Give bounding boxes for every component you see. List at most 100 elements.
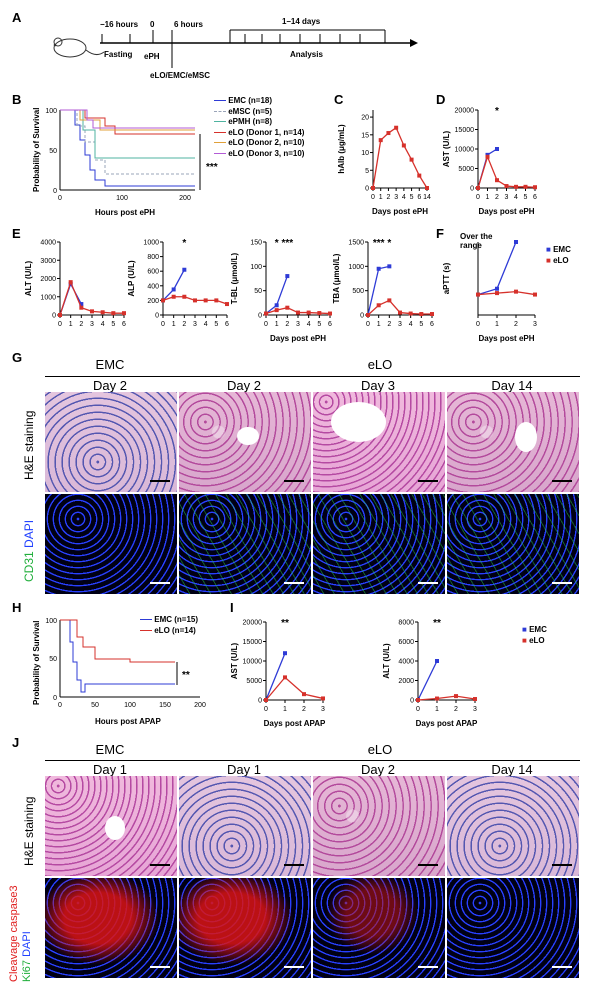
svg-text:100: 100 bbox=[45, 618, 57, 625]
x-tick-label: 2 bbox=[386, 194, 390, 201]
series-line bbox=[372, 126, 428, 189]
x-tick-label: 0 bbox=[58, 321, 62, 328]
data-point bbox=[495, 178, 499, 183]
y-tick-label: 3000 bbox=[40, 258, 56, 265]
data-point bbox=[533, 185, 537, 190]
panel-letter-h: H bbox=[12, 600, 22, 615]
timeline-eph: ePH bbox=[144, 52, 160, 61]
survival-h-xlabel: Hours post APAP bbox=[95, 717, 161, 726]
y-tick-label: 6000 bbox=[398, 639, 414, 646]
data-point bbox=[485, 154, 490, 159]
x-tick-label: 6 bbox=[533, 194, 537, 201]
data-point bbox=[473, 697, 477, 702]
j-day-1: Day 1 bbox=[93, 762, 127, 777]
y-axis-label: aPTT (s) bbox=[442, 262, 451, 294]
y-tick-label: 400 bbox=[147, 283, 159, 290]
x-tick-label: 0 bbox=[476, 194, 480, 201]
significance-mark: *** bbox=[373, 238, 385, 249]
data-point bbox=[193, 298, 197, 303]
x-tick-label: 2 bbox=[285, 321, 289, 328]
y-tick-label: 5000 bbox=[458, 166, 474, 173]
y-tick-label: 0 bbox=[410, 698, 414, 705]
legend-label: eLO (Donor 2, n=10) bbox=[228, 138, 305, 147]
legend-label: eLO (Donor 3, n=10) bbox=[228, 148, 305, 158]
significance-mark: *** bbox=[281, 238, 293, 249]
y-axis-label: AST (U/L) bbox=[442, 130, 451, 167]
g-he-emc-day2 bbox=[45, 392, 177, 492]
panel-letter-c: C bbox=[334, 92, 344, 107]
significance-mark: ** bbox=[433, 618, 441, 629]
data-point bbox=[225, 302, 229, 307]
significance-mark: * bbox=[387, 238, 391, 249]
panel-letter-b: B bbox=[12, 92, 22, 107]
y-tick-label: 5000 bbox=[246, 678, 262, 685]
svg-text:100: 100 bbox=[45, 108, 57, 115]
data-point bbox=[321, 696, 325, 701]
x-tick-label: 2 bbox=[79, 321, 83, 328]
y-tick-label: 10 bbox=[361, 150, 369, 157]
legend-item-emsc: eMSC (n=5) bbox=[214, 107, 304, 118]
svg-text:50: 50 bbox=[49, 148, 57, 155]
x-tick-label: 2 bbox=[454, 706, 458, 713]
x-tick-label: 2 bbox=[387, 321, 391, 328]
data-point bbox=[214, 298, 219, 303]
data-point bbox=[79, 302, 84, 307]
survival-b-sig: *** bbox=[206, 162, 218, 173]
series-line bbox=[417, 660, 438, 701]
g-if-elo-day14 bbox=[447, 494, 579, 594]
svg-text:100: 100 bbox=[116, 195, 128, 202]
x-tick-label: 3 bbox=[533, 321, 537, 328]
y-axis-label: AST (U/L) bbox=[230, 642, 239, 679]
data-point bbox=[419, 312, 424, 317]
legend-f: ■ EMC ■ eLO bbox=[546, 244, 571, 266]
x-tick-label: 4 bbox=[307, 321, 311, 328]
data-point bbox=[111, 311, 116, 316]
data-point bbox=[274, 308, 279, 313]
svg-text:200: 200 bbox=[179, 195, 191, 202]
g-if-emc-day2 bbox=[45, 494, 177, 594]
y-tick-label: 800 bbox=[147, 254, 159, 261]
legend-label: eLO bbox=[529, 636, 545, 645]
legend-i-emc: ■ EMC bbox=[522, 625, 547, 634]
j-if-elo-day14 bbox=[447, 878, 579, 978]
data-point bbox=[387, 264, 392, 269]
survival-chart-b: 100 50 0 0 100 200 bbox=[45, 108, 201, 202]
x-tick-label: 4 bbox=[402, 194, 406, 201]
timeline-t3: 6 hours bbox=[174, 20, 203, 29]
data-point bbox=[296, 310, 300, 315]
survival-b-xlabel: Hours post ePH bbox=[95, 208, 156, 217]
data-point bbox=[476, 186, 480, 190]
x-tick-label: 1 bbox=[435, 706, 439, 713]
series-line bbox=[417, 695, 476, 701]
svg-text:0: 0 bbox=[53, 695, 57, 702]
x-axis-label: Days post ePH bbox=[478, 207, 534, 216]
data-point bbox=[425, 186, 429, 190]
series-line bbox=[477, 154, 536, 189]
data-point bbox=[476, 292, 480, 297]
g-header-elo: eLO bbox=[367, 357, 393, 372]
data-point bbox=[302, 692, 306, 697]
legend-label: eLO (Donor 1, n=14) bbox=[228, 127, 305, 137]
dapi-label: DAPI bbox=[22, 519, 36, 548]
legend-item-epmh: ePMH (n=8) bbox=[214, 117, 304, 128]
x-tick-label: 6 bbox=[417, 194, 421, 201]
timeline-t2: 0 bbox=[150, 20, 155, 29]
x-axis-label: Days post ePH bbox=[270, 334, 326, 343]
series-line bbox=[265, 652, 286, 701]
legend-b: EMC (n=18) eMSC (n=5) ePMH (n=8) eLO (Do… bbox=[214, 96, 304, 159]
series-line bbox=[367, 265, 390, 316]
data-point bbox=[378, 138, 383, 143]
data-point bbox=[533, 292, 537, 297]
y-tick-label: 0 bbox=[258, 698, 262, 705]
x-tick-label: 1 bbox=[172, 321, 176, 328]
x-tick-label: 1 bbox=[275, 321, 279, 328]
x-tick-label: 6 bbox=[328, 321, 332, 328]
g-he-elo-day3 bbox=[313, 392, 445, 492]
y-tick-label: 0 bbox=[360, 313, 364, 320]
data-point bbox=[430, 312, 434, 317]
data-point bbox=[454, 694, 458, 699]
g-day-3: Day 3 bbox=[361, 378, 395, 393]
g-he-elo-day2 bbox=[179, 392, 311, 492]
